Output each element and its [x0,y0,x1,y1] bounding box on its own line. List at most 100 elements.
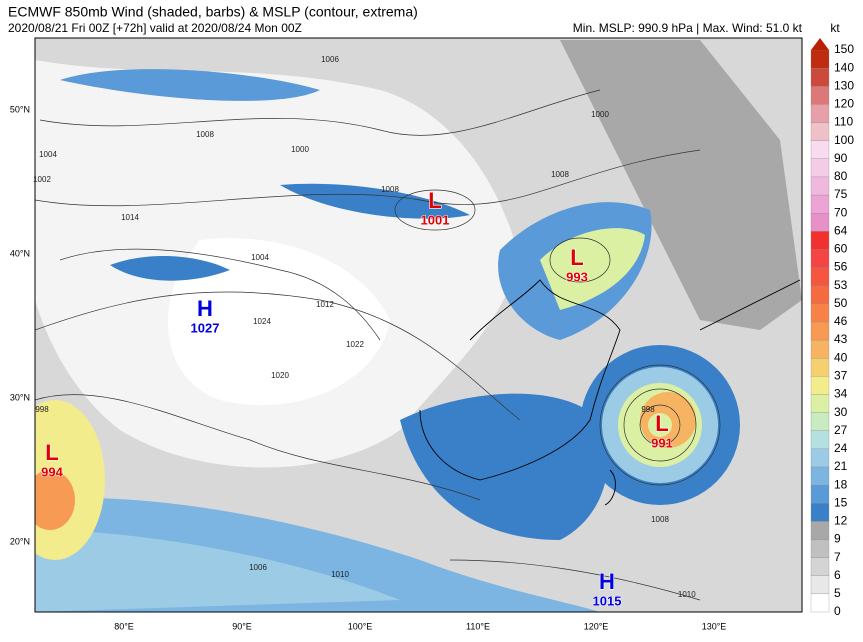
colorbar-label: 6 [834,568,841,582]
colorbar-label: 150 [834,42,854,56]
colorbar-label: 46 [834,314,848,328]
pressure-center-value: 994 [41,464,63,479]
colorbar-label: 70 [834,205,848,219]
isobars [35,89,721,601]
colorbar-label: 40 [834,350,848,364]
colorbar-swatch [810,466,830,486]
colorbar-swatch [810,140,830,159]
coastline [699,279,801,331]
colorbar-swatch [810,339,830,359]
colorbar-label: 53 [834,278,848,292]
colorbar-swatch [810,67,830,87]
colorbar-swatch [810,521,830,540]
colorbar-label: 50 [834,296,848,310]
contour-label: 998 [641,405,655,414]
contour-label: 1022 [346,340,364,349]
colorbar-arrow [811,38,829,50]
contour-label: 1008 [551,170,569,179]
pressure-center-value: 991 [651,435,673,450]
contour-label: 1024 [253,317,271,326]
colorbar-label: 43 [834,332,848,346]
colorbar-swatch [810,394,830,413]
title: ECMWF 850mb Wind (shaded, barbs) & MSLP … [8,4,418,20]
lon-label: 90°E [232,621,252,631]
coastlines [419,279,801,506]
pressure-center-letter: H [197,296,213,321]
isobar [599,364,721,486]
colorbar-swatch [810,176,830,196]
plateau-region [167,238,390,406]
isobar [623,388,697,462]
lon-label: 100°E [348,621,373,631]
contour-label: 1014 [121,213,139,222]
colorbar-label: 27 [834,423,848,437]
colorbar-swatch [810,249,830,268]
isobar [35,394,481,501]
colorbar-swatch [810,430,830,449]
colorbar-label: 75 [834,187,848,201]
colorbar-swatch [810,49,830,69]
lat-label: 20°N [10,536,30,546]
pressure-center-letter: L [570,245,583,270]
map-labels: 1006 1008 1004 1002 1008 1014 1012 1024 1022 1020… [33,55,696,609]
pressure-center-value: 1015 [593,593,622,608]
colorbar-label: 64 [834,223,848,237]
lat-label: 40°N [10,248,30,258]
colorbar-swatch [810,484,830,504]
contour-label: 1020 [271,371,289,380]
map-frame [34,37,803,613]
coastline [604,469,616,506]
wind-band [400,393,608,540]
colorbar-label: 90 [834,151,848,165]
colorbar-swatch [810,575,830,595]
lon-label: 80°E [114,621,134,631]
stats: Min. MSLP: 990.9 hPa | Max. Wind: 51.0 k… [573,21,803,35]
isobar [35,149,701,207]
colorbar-swatch [810,321,830,341]
colorbar-label: 130 [834,78,854,92]
colorbar-swatch [810,412,830,431]
map-area [35,38,802,612]
contour-label: 1012 [316,300,334,309]
contour-label: 1000 [591,110,609,119]
colorbar-swatch [810,104,830,123]
colorbar-label: 34 [834,387,848,401]
contour-label: 1000 [291,145,309,154]
wind-band [110,255,230,281]
lat-label: 50°N [10,104,30,114]
colorbar-swatch [810,503,830,522]
contour-label: 1008 [196,130,214,139]
isobar [549,237,611,283]
colorbar-label: 110 [834,115,853,129]
pressure-center-value: 993 [566,269,588,284]
colorbar-label: 120 [834,97,854,111]
isobar [449,559,701,601]
colorbar-label: 0 [834,604,841,618]
colorbar-swatch [810,448,830,468]
pressure-center-letter: L [655,411,668,436]
colorbar-label: 5 [834,586,841,600]
lon-label: 120°E [584,621,609,631]
colorbar-label: 37 [834,368,848,382]
contour-label: 1008 [381,185,399,194]
colorbar-swatch [810,231,830,250]
colorbar-label: 21 [834,459,848,473]
wind-band [280,183,470,219]
colorbar-label: 15 [834,495,848,509]
colorbar-swatch [810,557,830,576]
low-core [35,470,75,530]
isobar [35,291,521,421]
colorbar-swatch [810,122,830,141]
colorbar-swatch [810,194,830,214]
wind-band [60,69,320,101]
contour-label: 1006 [321,55,339,64]
colorbar-label: 9 [834,532,841,546]
colorbar-label: 56 [834,260,848,274]
pressure-center-letter: L [428,188,441,213]
contour-label: 1002 [33,175,51,184]
contour-label: 1004 [39,150,57,159]
contour-label: 1010 [331,570,349,579]
colorbar-swatch [810,376,830,395]
coastline [419,279,621,481]
